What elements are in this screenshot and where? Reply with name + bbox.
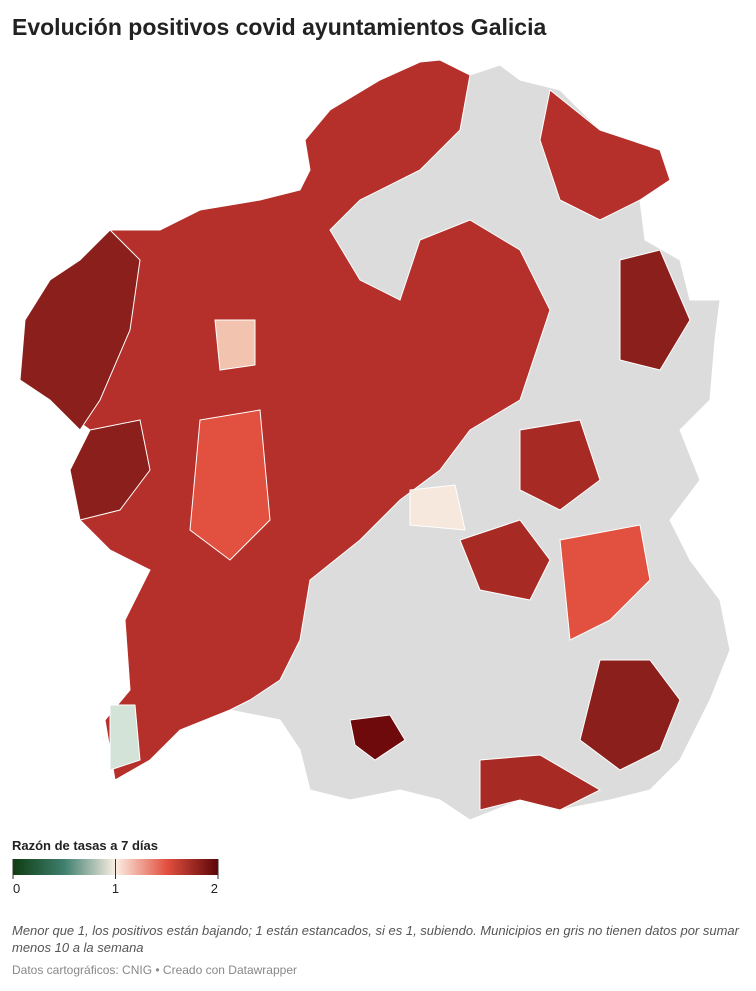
tick-label: 1	[112, 881, 119, 896]
title: Evolución positivos covid ayuntamientos …	[12, 14, 547, 40]
region-neutral	[214, 319, 256, 371]
region-darkred	[349, 714, 406, 761]
region-red	[539, 89, 671, 221]
region-darkred	[579, 659, 681, 771]
note: Menor que 1, los positivos están bajando…	[12, 923, 739, 955]
region-neutral	[409, 484, 466, 531]
region-darkred	[19, 229, 141, 431]
legend-title: Razón de tasas a 7 días	[12, 838, 158, 853]
region-lightred	[189, 409, 271, 561]
legend: Razón de tasas a 7 días 0 1 2	[12, 838, 232, 904]
region-lightred	[559, 524, 651, 641]
region-red	[519, 419, 601, 511]
map	[19, 59, 731, 821]
source: Datos cartográficos: CNIG • Creado con D…	[12, 963, 297, 977]
region-darkred	[69, 419, 151, 521]
region-green	[109, 704, 141, 771]
region-red	[479, 754, 602, 811]
legend-scale: 0 1 2	[12, 859, 219, 896]
region-red	[459, 519, 551, 601]
tick-label: 0	[13, 881, 20, 896]
tick-label: 2	[211, 881, 218, 896]
region-darkred	[619, 249, 691, 371]
